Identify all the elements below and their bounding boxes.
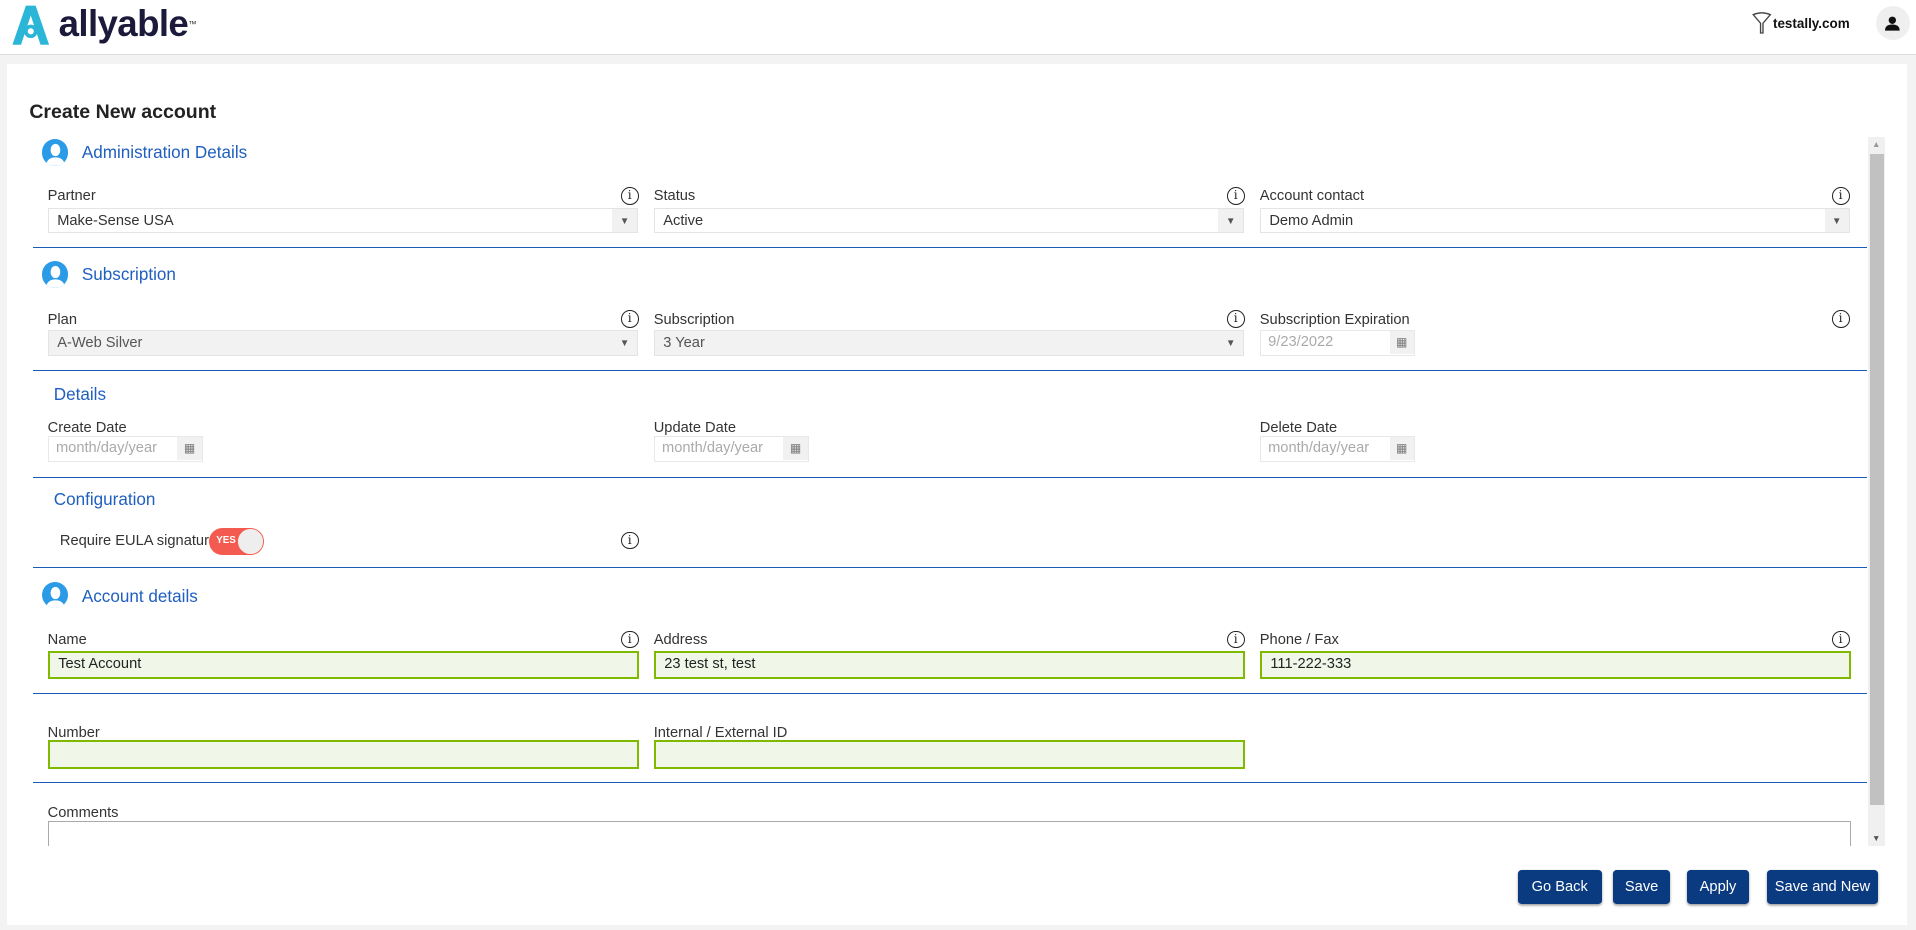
- delete-date-label: Delete Date: [1259, 420, 1338, 437]
- partner-select[interactable]: Make-Sense USA ▼: [47, 207, 638, 234]
- toggle-state: YES: [216, 535, 236, 547]
- create-date-placeholder: month/day/year: [55, 440, 157, 457]
- scroll-up-icon[interactable]: ▲: [1871, 139, 1881, 150]
- update-date-label: Update Date: [653, 420, 736, 437]
- status-label: Status: [653, 188, 696, 205]
- create-date-label: Create Date: [47, 420, 127, 437]
- domain-filter[interactable]: testally.com: [1752, 11, 1850, 35]
- address-input[interactable]: 23 test st, test: [653, 651, 1246, 680]
- user-section-icon: [41, 261, 69, 289]
- scrollbar-thumb[interactable]: [1869, 153, 1885, 806]
- info-icon[interactable]: i: [620, 186, 639, 205]
- chevron-down-icon: ▼: [1824, 208, 1849, 232]
- subscription-label: Subscription: [653, 311, 735, 328]
- delete-date-placeholder: month/day/year: [1268, 440, 1370, 457]
- create-date-input[interactable]: month/day/year ▦: [47, 436, 203, 462]
- section-divider: [32, 782, 1868, 784]
- save-button[interactable]: Save: [1612, 869, 1671, 905]
- chevron-down-icon: ▼: [1225, 337, 1236, 349]
- account-contact-value: Demo Admin: [1269, 212, 1354, 229]
- section-divider: [32, 476, 1868, 478]
- calendar-icon[interactable]: ▦: [1389, 437, 1414, 461]
- status-value: Active: [663, 212, 704, 229]
- plan-value: A-Web Silver: [57, 334, 143, 351]
- chevron-down-icon: ▼: [612, 208, 637, 232]
- info-icon[interactable]: i: [620, 531, 639, 550]
- update-date-placeholder: month/day/year: [662, 440, 764, 457]
- number-input[interactable]: [47, 740, 640, 769]
- go-back-button[interactable]: Go Back: [1517, 869, 1602, 905]
- subscription-expiration-date[interactable]: 9/23/2022 ▦: [1259, 329, 1415, 356]
- apply-button[interactable]: Apply: [1687, 869, 1749, 905]
- eula-label: Require EULA signature: [59, 532, 218, 549]
- info-icon[interactable]: i: [1226, 310, 1245, 329]
- eula-toggle[interactable]: YES: [208, 527, 264, 555]
- update-date-input[interactable]: month/day/year ▦: [653, 436, 809, 462]
- section-subscription-title: Subscription: [81, 265, 176, 285]
- info-icon[interactable]: i: [620, 630, 639, 649]
- calendar-icon[interactable]: ▦: [1389, 330, 1414, 355]
- plan-label: Plan: [47, 311, 77, 328]
- user-section-icon: [41, 581, 69, 609]
- account-contact-label: Account contact: [1259, 188, 1365, 205]
- info-icon[interactable]: i: [1831, 630, 1850, 649]
- allyable-logo[interactable]: allyable ™: [10, 2, 197, 46]
- external-id-input[interactable]: [653, 740, 1246, 769]
- section-admin-title: Administration Details: [81, 142, 248, 162]
- user-avatar-button[interactable]: [1875, 6, 1910, 41]
- info-icon[interactable]: i: [1226, 186, 1245, 205]
- info-icon[interactable]: i: [620, 310, 639, 329]
- page-title: Create New account: [29, 101, 217, 124]
- info-icon[interactable]: i: [1831, 310, 1850, 329]
- form-card: [7, 63, 1908, 925]
- comments-label: Comments: [47, 805, 119, 822]
- name-input[interactable]: Test Account: [47, 651, 640, 680]
- partner-value: Make-Sense USA: [57, 212, 174, 229]
- account-contact-select[interactable]: Demo Admin ▼: [1259, 207, 1850, 234]
- save-and-new-button[interactable]: Save and New: [1766, 869, 1879, 905]
- section-divider: [32, 246, 1868, 249]
- comments-textarea[interactable]: [47, 821, 1852, 846]
- partner-label: Partner: [47, 188, 96, 205]
- phone-label: Phone / Fax: [1259, 631, 1339, 648]
- chevron-down-icon: ▼: [1218, 208, 1243, 232]
- info-icon[interactable]: i: [1226, 630, 1245, 649]
- user-section-icon: [41, 139, 69, 167]
- status-select[interactable]: Active ▼: [653, 207, 1244, 234]
- plan-select[interactable]: A-Web Silver ▼: [47, 329, 638, 356]
- delete-date-input[interactable]: month/day/year ▦: [1259, 436, 1415, 462]
- section-account-title: Account details: [81, 586, 198, 606]
- calendar-icon[interactable]: ▦: [783, 437, 808, 461]
- section-configuration-title: Configuration: [53, 489, 156, 509]
- number-label: Number: [47, 724, 100, 741]
- calendar-icon[interactable]: ▦: [177, 437, 202, 461]
- funnel-icon: [1752, 12, 1772, 34]
- section-divider: [32, 370, 1868, 372]
- subscription-select[interactable]: 3 Year ▼: [653, 329, 1244, 356]
- name-label: Name: [47, 631, 87, 648]
- form-scrollbar[interactable]: ▲ ▼: [1868, 136, 1886, 846]
- section-divider: [32, 566, 1868, 569]
- domain-name: testally.com: [1772, 15, 1850, 31]
- user-icon: [1885, 16, 1901, 31]
- subscription-value: 3 Year: [663, 334, 705, 351]
- subscription-expiration-label: Subscription Expiration: [1259, 311, 1410, 328]
- allyable-logo-icon: [12, 6, 49, 46]
- expiration-value: 9/23/2022: [1268, 333, 1334, 350]
- phone-input[interactable]: 111-222-333: [1259, 651, 1852, 680]
- scroll-down-icon[interactable]: ▼: [1871, 833, 1881, 844]
- address-label: Address: [653, 631, 708, 648]
- logo-text: allyable: [58, 3, 189, 45]
- top-header: allyable ™ testally.com: [0, 0, 1916, 55]
- chevron-down-icon: ▼: [619, 337, 630, 349]
- section-details-title: Details: [53, 384, 106, 404]
- info-icon[interactable]: i: [1831, 186, 1850, 205]
- section-divider: [32, 692, 1868, 695]
- external-id-label: Internal / External ID: [653, 724, 788, 741]
